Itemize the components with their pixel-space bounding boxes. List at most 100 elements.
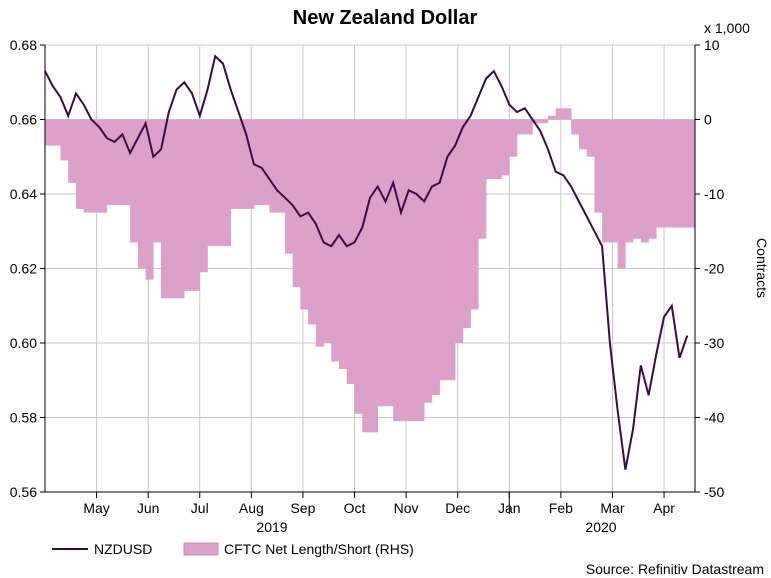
cftc-bars (45, 108, 696, 433)
y-right-tick-label: 10 (704, 37, 720, 53)
cftc-bar (393, 119, 402, 422)
cftc-bar (60, 119, 69, 161)
y-left-tick-label: 0.62 (10, 261, 37, 277)
cftc-bar (478, 119, 487, 239)
cftc-bar (547, 115, 557, 120)
legend-label-cftc: CFTC Net Length/Short (RHS) (224, 541, 414, 557)
cftc-bar (106, 119, 115, 206)
cftc-bar (517, 119, 526, 135)
legend-bar-swatch (183, 542, 219, 556)
cftc-bar (292, 119, 301, 288)
cftc-bar (664, 119, 673, 228)
cftc-bar (184, 119, 193, 291)
cftc-bar (269, 119, 278, 213)
cftc-bar (447, 119, 456, 381)
cftc-bar (199, 119, 208, 273)
y-right-tick-label: -30 (704, 335, 724, 351)
cftc-bar (45, 119, 54, 146)
cftc-bar (145, 119, 154, 280)
x-tick-label: May (83, 500, 109, 516)
right-axis-multiplier: x 1,000 (704, 20, 750, 36)
x-tick-label: Aug (239, 500, 264, 516)
cftc-bar (648, 119, 657, 239)
cftc-bar (524, 119, 533, 135)
cftc-bar (633, 119, 642, 239)
cftc-bar (215, 119, 224, 247)
cftc-bar (308, 119, 317, 325)
y-left-tick-label: 0.66 (10, 112, 37, 128)
cftc-bar (594, 119, 603, 213)
y-right-tick-label: -20 (704, 261, 724, 277)
cftc-bar (222, 119, 232, 247)
legend: NZDUSD CFTC Net Length/Short (RHS) (52, 541, 414, 557)
x-tick-label: Mar (600, 500, 624, 516)
legend-label-nzdusd: NZDUSD (94, 541, 152, 557)
cftc-bar (501, 119, 510, 176)
y-left-tick-label: 0.64 (10, 186, 37, 202)
year-2019-label: 2019 (256, 519, 287, 535)
right-axis-label: Contracts (754, 238, 770, 298)
cftc-bar (246, 119, 255, 209)
cftc-bar (238, 119, 247, 209)
cftc-bar (362, 119, 371, 433)
y-right-tick-label: -50 (704, 484, 724, 500)
nzdusd-line (44, 54, 689, 470)
x-tick-label: Jun (137, 500, 160, 516)
cftc-bar (462, 119, 471, 329)
source-note: Source: Refinitiv Datastream (586, 561, 764, 577)
cftc-bar (455, 119, 464, 343)
cftc-bar (261, 119, 270, 206)
y-left-tick-label: 0.58 (10, 410, 37, 426)
cftc-bar (83, 119, 92, 213)
cftc-bar (555, 108, 564, 120)
x-tick-label: Apr (653, 500, 675, 516)
y-left-tick-label: 0.68 (10, 37, 37, 53)
cftc-bar (192, 119, 201, 291)
cftc-bar (416, 119, 425, 422)
cftc-bar (284, 119, 293, 254)
cftc-bar (75, 119, 84, 209)
x-tick-label: Dec (445, 500, 470, 516)
cftc-bar (540, 119, 549, 124)
y-right-ticks: -50 -40 -30 -20 -10 0 10 (695, 37, 724, 500)
cftc-bar (400, 119, 409, 422)
x-tick-label: Jul (191, 500, 209, 516)
cftc-bar (52, 119, 61, 146)
cftc-bar (602, 119, 611, 243)
cftc-bar (617, 119, 626, 269)
cftc-bar (609, 119, 618, 243)
cftc-bar (122, 119, 131, 206)
cftc-bar (370, 119, 379, 433)
cftc-bar (230, 119, 239, 209)
cftc-bar (656, 119, 665, 228)
cftc-bar (586, 119, 595, 157)
cftc-bar (137, 119, 146, 269)
cftc-bar (424, 119, 433, 403)
y-left-tick-label: 0.56 (10, 484, 37, 500)
cftc-bar (153, 119, 162, 243)
cftc-bar (161, 119, 170, 299)
x-tick-label: Feb (549, 500, 573, 516)
y-left-ticks: 0.56 0.58 0.60 0.62 0.64 0.66 0.68 (10, 37, 45, 500)
cftc-bar (114, 119, 123, 206)
x-tick-label: Nov (394, 500, 419, 516)
cftc-bar (470, 119, 479, 310)
cftc-bar (640, 119, 649, 243)
cftc-bar (578, 119, 587, 150)
cftc-bar (563, 108, 572, 120)
cftc-bar (176, 119, 185, 299)
cftc-bar (277, 119, 286, 213)
cftc-bar (346, 119, 355, 384)
cftc-bar (687, 119, 696, 228)
cftc-bar (408, 119, 417, 422)
cftc-bar (68, 119, 77, 183)
y-left-tick-label: 0.60 (10, 335, 37, 351)
y-right-tick-label: -10 (704, 186, 724, 202)
cftc-bar (571, 119, 580, 135)
cftc-bar (130, 119, 139, 243)
x-tick-label: Oct (344, 500, 366, 516)
cftc-bar (207, 119, 216, 247)
cftc-bar (486, 119, 495, 180)
cftc-bar (431, 119, 440, 396)
